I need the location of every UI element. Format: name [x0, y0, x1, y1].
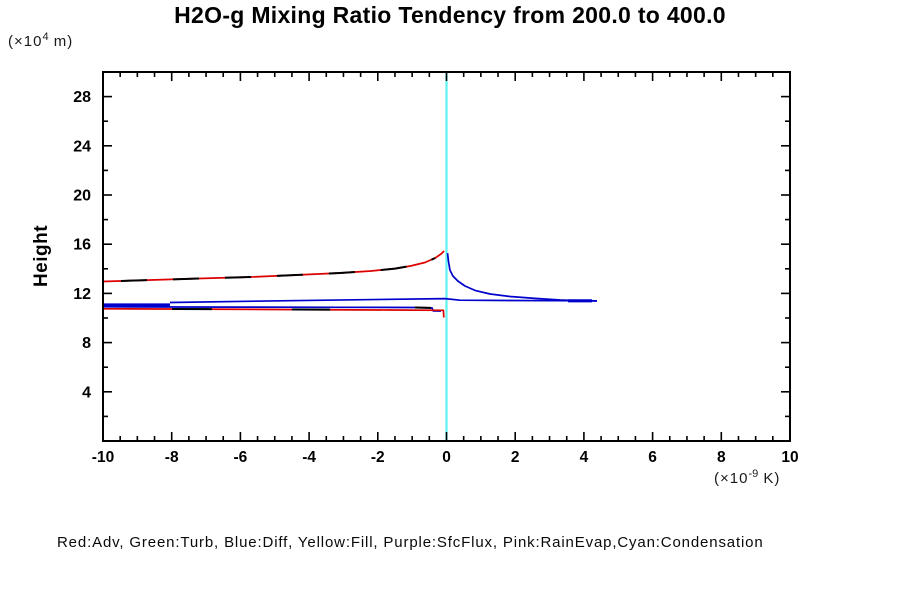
y-unit-prefix: (×10: [8, 33, 43, 50]
x-tick-label: 6: [648, 449, 657, 466]
y-tick-label: 4: [82, 384, 91, 401]
y-tick-label: 28: [73, 89, 91, 106]
y-unit-exponent: 4: [42, 31, 49, 43]
y-tick-label: 24: [73, 138, 91, 155]
adv-upper-curve: [102, 250, 445, 283]
total-upper-dashed: [102, 257, 436, 283]
diff-upper-line: [169, 297, 598, 304]
x-tick-label: 8: [717, 449, 726, 466]
x-unit-exponent: -9: [748, 468, 759, 480]
x-axis-unit-label: (×10-9 K): [714, 468, 780, 487]
x-tick-label: -10: [92, 449, 114, 466]
y-tick-label: 16: [73, 237, 91, 254]
x-tick-label: -6: [234, 449, 248, 466]
y-unit-suffix: m): [48, 33, 74, 50]
legend-text: Red:Adv, Green:Turb, Blue:Diff, Yellow:F…: [57, 534, 764, 551]
x-tick-label: -4: [302, 449, 316, 466]
x-tick-label: 2: [511, 449, 520, 466]
chart-title: H2O-g Mixing Ratio Tendency from 200.0 t…: [174, 2, 726, 28]
x-unit-prefix: (×10: [714, 470, 749, 487]
diff-peak-curve: [446, 252, 598, 302]
x-tick-label: 10: [781, 449, 798, 466]
y-axis-unit-label: (×104 m): [8, 31, 73, 50]
x-tick-label: 4: [580, 449, 589, 466]
y-tick-label: 20: [73, 188, 91, 205]
x-tick-label: -8: [165, 449, 179, 466]
adv-lower-line: [102, 307, 445, 318]
y-tick-label: 12: [73, 286, 91, 303]
y-tick-label: 8: [82, 335, 91, 352]
x-tick-label: -2: [371, 449, 385, 466]
x-tick-label: 0: [442, 449, 451, 466]
x-unit-suffix: K): [758, 470, 781, 487]
